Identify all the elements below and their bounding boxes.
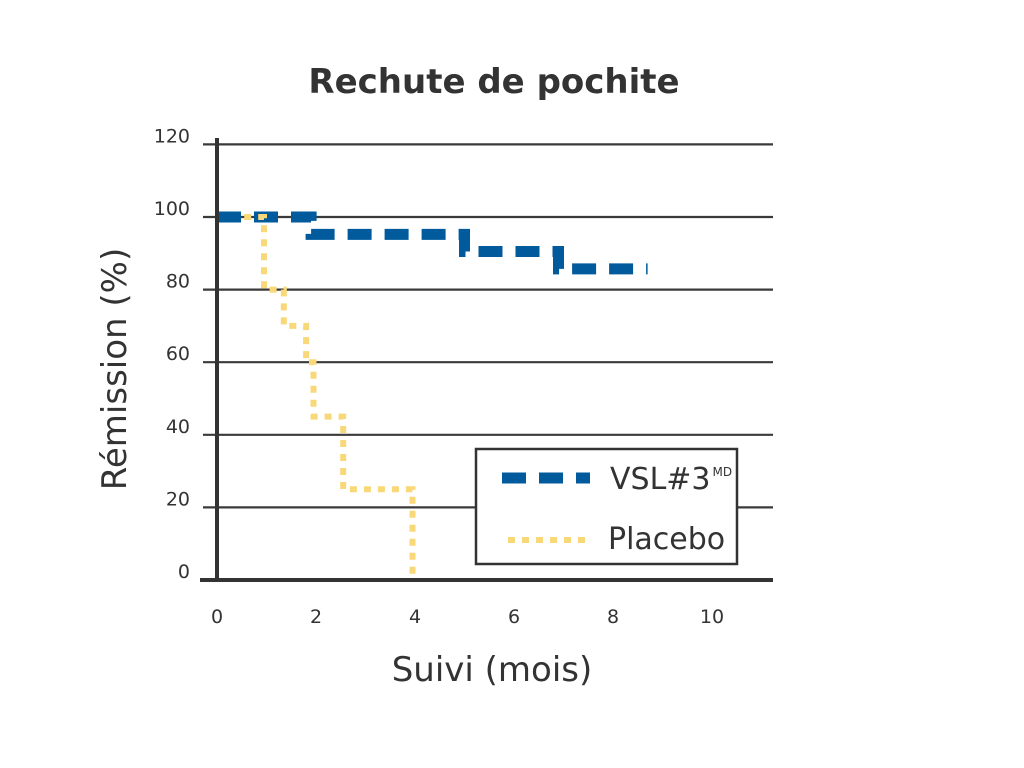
y-tick-label-20: 20 <box>166 488 190 510</box>
legend-label-vsl3: VSL#3 MD <box>610 462 732 497</box>
x-tick-label-2: 2 <box>310 606 322 628</box>
series-line-vsl3 <box>217 211 648 275</box>
x-tick-label-8: 8 <box>607 606 619 628</box>
legend: VSL#3 MD Placebo <box>474 447 739 566</box>
x-axis-ticks: 0 2 4 6 8 10 <box>211 606 724 628</box>
series-group <box>217 211 648 580</box>
legend-label-placebo: Placebo <box>608 522 725 557</box>
y-tick-label-60: 60 <box>166 343 190 365</box>
x-tick-label-6: 6 <box>508 606 520 628</box>
y-axis-label: Rémission (%) <box>95 248 135 490</box>
legend-label-vsl3-name: VSL#3 <box>610 462 711 497</box>
x-tick-label-4: 4 <box>409 606 421 628</box>
series-line-placebo <box>244 214 416 580</box>
y-tick-label-100: 100 <box>154 198 190 220</box>
y-tick-label-0: 0 <box>178 561 190 583</box>
y-tick-label-120: 120 <box>154 125 190 147</box>
y-tick-label-40: 40 <box>166 416 190 438</box>
legend-box <box>474 447 739 566</box>
y-tick-label-80: 80 <box>166 271 190 293</box>
x-axis-label: Suivi (mois) <box>392 650 593 690</box>
y-axis-ticks: 0 20 40 60 80 100 120 <box>154 125 190 583</box>
chart-title: Rechute de pochite <box>308 62 679 102</box>
x-tick-label-0: 0 <box>211 606 223 628</box>
legend-label-vsl3-superscript: MD <box>713 465 733 479</box>
x-tick-label-10: 10 <box>700 606 724 628</box>
